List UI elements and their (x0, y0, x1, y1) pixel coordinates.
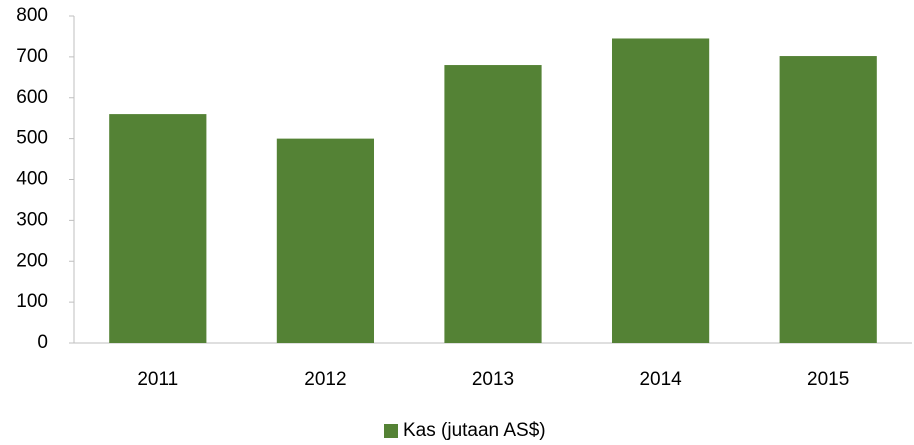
y-tick-label: 100 (16, 291, 48, 312)
x-tick-label: 2011 (137, 369, 178, 390)
y-tick-label: 300 (16, 209, 48, 230)
bar (611, 38, 710, 343)
y-tick-label: 400 (16, 169, 48, 190)
y-tick-label: 0 (37, 332, 48, 353)
y-tick-label: 600 (16, 87, 48, 108)
legend-swatch (384, 424, 398, 438)
x-tick-label: 2015 (807, 369, 849, 390)
bar (444, 65, 542, 344)
bar (109, 114, 207, 343)
y-tick-label: 500 (16, 128, 48, 149)
legend-label: Kas (jutaan AS$) (403, 420, 546, 441)
y-tick-label: 200 (16, 250, 48, 271)
x-tick-label: 2013 (472, 369, 514, 390)
bar (276, 138, 375, 343)
y-tick-label: 700 (16, 46, 48, 67)
x-tick-label: 2012 (304, 369, 346, 390)
y-tick-label: 800 (16, 5, 48, 26)
x-tick-label: 2014 (639, 369, 682, 390)
bar (779, 56, 877, 344)
